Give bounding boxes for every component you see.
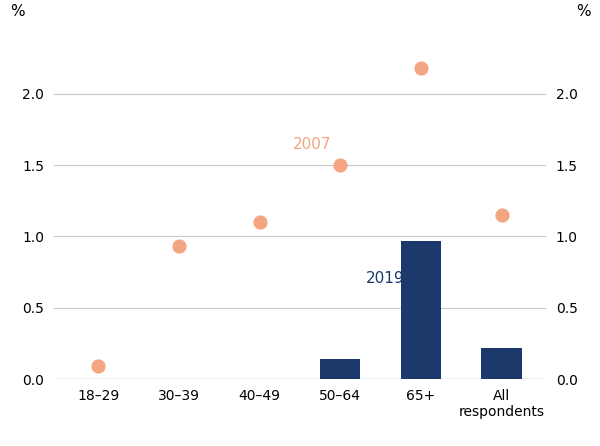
Text: 2007: 2007 (293, 137, 331, 152)
Bar (401, 241, 441, 379)
Point (94, 363, 103, 370)
Text: 2019: 2019 (365, 271, 404, 285)
Text: %: % (10, 4, 25, 19)
Bar (481, 348, 522, 379)
Point (255, 219, 265, 226)
Point (497, 211, 506, 219)
Point (174, 243, 184, 250)
Bar (320, 359, 361, 379)
Text: %: % (575, 4, 590, 19)
Point (416, 64, 426, 71)
Point (335, 161, 345, 169)
